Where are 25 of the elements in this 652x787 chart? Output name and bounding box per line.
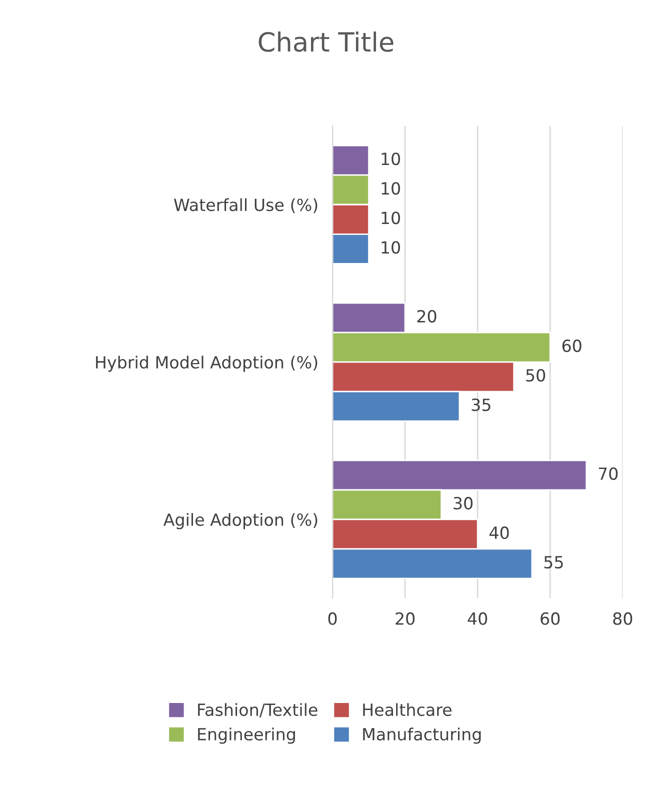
legend-label: Manufacturing: [363, 728, 481, 744]
data-label: 10: [382, 152, 400, 166]
data-label: 35: [472, 398, 490, 412]
x-tick-label: 20: [396, 612, 415, 625]
data-label: 55: [544, 556, 563, 569]
data-label: 30: [454, 496, 473, 510]
legend-label: Healthcare: [363, 703, 452, 716]
y-tick-label: Hybrid Model Adoption (%): [96, 356, 318, 372]
data-label: 10: [382, 241, 400, 254]
x-tick-label: 40: [468, 612, 488, 625]
data-label: 10: [382, 212, 400, 224]
x-tick-label: 0: [328, 612, 337, 625]
y-tick-label: Agile Adoption (%): [163, 513, 318, 530]
data-label: 20: [417, 310, 436, 323]
data-label: 50: [526, 369, 546, 382]
legend-label: Fashion/Textile: [198, 703, 318, 718]
data-label: 40: [490, 526, 509, 540]
x-tick-label: 80: [613, 612, 632, 625]
chart-title: Chart Title: [258, 31, 394, 52]
legend-label: Engineering: [198, 728, 295, 744]
data-label: 70: [598, 467, 618, 480]
y-tick-label: Waterfall Use (%): [174, 198, 318, 214]
x-tick-label: 60: [540, 612, 560, 625]
data-label: 10: [382, 182, 400, 195]
data-label: 60: [562, 339, 582, 352]
